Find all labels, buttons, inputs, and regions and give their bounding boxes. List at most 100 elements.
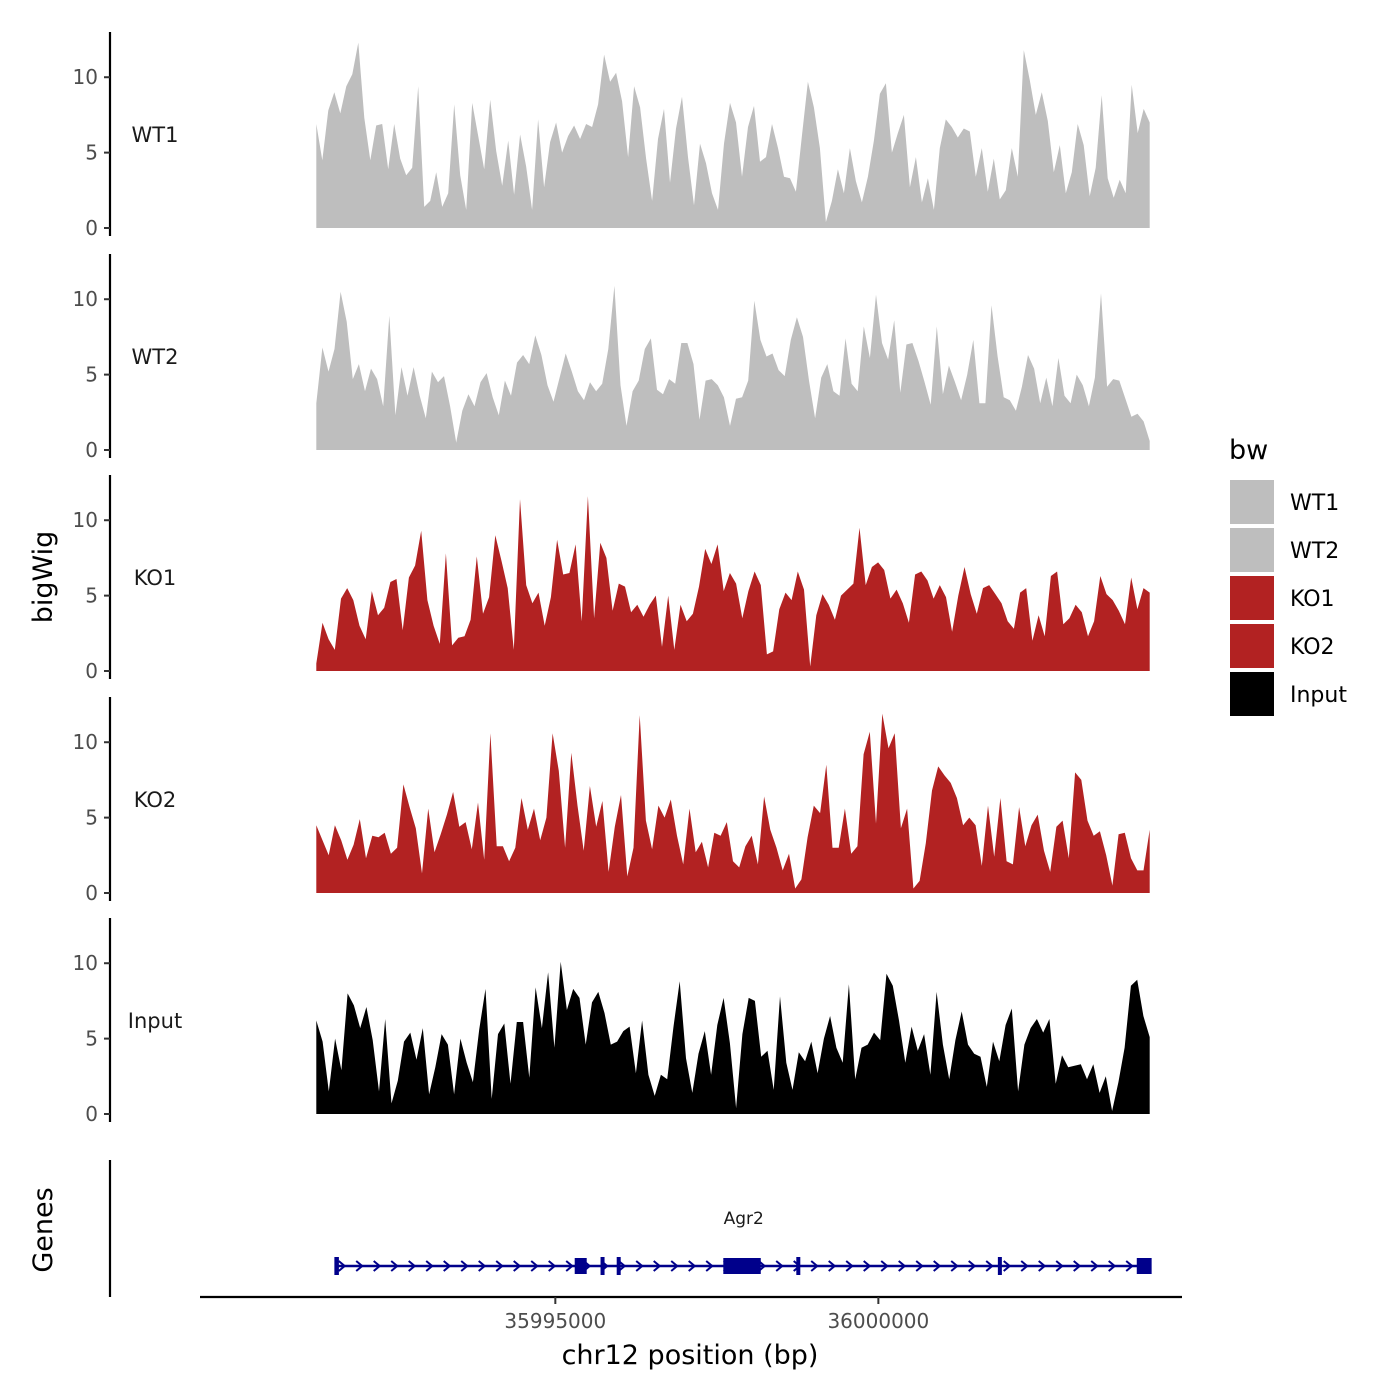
- strand-arrow: [460, 1260, 469, 1272]
- y-tick-label: 0: [85, 1102, 98, 1126]
- y-tick-label: 10: [73, 508, 98, 532]
- strand-arrow: [513, 1260, 522, 1272]
- strand-arrow: [880, 1260, 889, 1272]
- y-tick-label: 5: [85, 1027, 98, 1051]
- legend-swatch: [1230, 624, 1274, 668]
- y-tick-label: 0: [85, 659, 98, 683]
- strand-arrow: [390, 1260, 399, 1272]
- legend-entry-wt1: WT1: [1230, 480, 1339, 524]
- strand-arrow: [355, 1260, 364, 1272]
- track-label-ko1: KO1: [134, 566, 177, 590]
- area-wt2: [316, 285, 1150, 450]
- legend-label: KO2: [1290, 635, 1335, 660]
- strand-arrow: [635, 1260, 644, 1272]
- track-wt1: 0 5 10 WT1: [73, 32, 1150, 240]
- strand-arrow: [565, 1260, 574, 1272]
- strand-arrow: [1003, 1260, 1012, 1272]
- strand-arrow: [478, 1260, 487, 1272]
- exon: [1136, 1258, 1152, 1274]
- strand-arrow: [775, 1260, 784, 1272]
- strand-arrow: [1038, 1260, 1047, 1272]
- strand-arrow: [688, 1260, 697, 1272]
- x-axis: 35995000 36000000: [200, 1295, 1182, 1333]
- track-label-ko2: KO2: [134, 788, 177, 812]
- strand-arrow: [985, 1260, 994, 1272]
- strand-arrow: [828, 1260, 837, 1272]
- track-input: 0 5 10 Input: [73, 918, 1150, 1126]
- track-wt2: 0 5 10 WT2: [73, 254, 1150, 462]
- exon: [574, 1258, 587, 1274]
- legend-label: WT1: [1290, 491, 1339, 516]
- area-ko2: [316, 713, 1150, 893]
- track-label-wt1: WT1: [132, 123, 179, 147]
- y-tick-label: 0: [85, 881, 98, 905]
- strand-arrow: [933, 1260, 942, 1272]
- area-input: [316, 961, 1150, 1114]
- strand-arrow: [530, 1260, 539, 1272]
- strand-arrow: [1073, 1260, 1082, 1272]
- strand-arrow: [1125, 1260, 1134, 1272]
- area-ko1: [316, 496, 1150, 671]
- legend-label: KO1: [1290, 587, 1335, 612]
- strand-arrow: [1108, 1260, 1117, 1272]
- strand-arrow: [1055, 1260, 1064, 1272]
- track-label-input: Input: [128, 1009, 182, 1033]
- exon: [997, 1257, 1002, 1275]
- y-tick-label: 5: [85, 806, 98, 830]
- y-tick-label: 10: [73, 65, 98, 89]
- strand-arrow: [845, 1260, 854, 1272]
- exon: [616, 1257, 621, 1275]
- legend-entry-input: Input: [1230, 672, 1347, 716]
- legend-swatch: [1230, 528, 1274, 572]
- legend-entry-wt2: WT2: [1230, 528, 1339, 572]
- y-tick-label: 0: [85, 438, 98, 462]
- strand-arrow: [1090, 1260, 1099, 1272]
- strand-arrow: [338, 1260, 347, 1272]
- exon: [796, 1257, 801, 1275]
- legend: bw WT1 WT2 KO1 KO2 Input: [1229, 435, 1347, 716]
- legend-title: bw: [1229, 435, 1268, 466]
- strand-arrow: [1020, 1260, 1029, 1272]
- track-ko2: 0 5 10 KO2: [73, 697, 1150, 905]
- strand-arrow: [495, 1260, 504, 1272]
- legend-label: WT2: [1290, 539, 1339, 564]
- area-wt1: [316, 42, 1150, 228]
- track-ko1: 0 5 10 KO1: [73, 475, 1150, 683]
- y-tick-label: 5: [85, 584, 98, 608]
- strand-arrow: [653, 1260, 662, 1272]
- x-tick-label: 35995000: [504, 1309, 606, 1333]
- legend-entry-ko2: KO2: [1230, 624, 1335, 668]
- strand-arrow: [898, 1260, 907, 1272]
- strand-arrow: [670, 1260, 679, 1272]
- x-axis-title: chr12 position (bp): [562, 1340, 819, 1371]
- y-tick-label: 5: [85, 141, 98, 165]
- exon: [334, 1257, 339, 1275]
- y-axis-title-genes: Genes: [28, 1187, 59, 1272]
- strand-arrow: [950, 1260, 959, 1272]
- strand-arrow: [408, 1260, 417, 1272]
- x-tick-label: 36000000: [827, 1309, 929, 1333]
- legend-swatch: [1230, 480, 1274, 524]
- strand-arrow: [968, 1260, 977, 1272]
- gene-label: Agr2: [724, 1209, 764, 1229]
- strand-arrow: [373, 1260, 382, 1272]
- y-tick-label: 0: [85, 216, 98, 240]
- legend-swatch: [1230, 672, 1274, 716]
- track-label-wt2: WT2: [132, 345, 179, 369]
- legend-entry-ko1: KO1: [1230, 576, 1335, 620]
- exon: [600, 1257, 605, 1275]
- strand-arrow: [425, 1260, 434, 1272]
- y-tick-label: 5: [85, 363, 98, 387]
- strand-arrow: [810, 1260, 819, 1272]
- y-tick-label: 10: [73, 951, 98, 975]
- y-tick-label: 10: [73, 730, 98, 754]
- gene-agr2: Agr2: [334, 1209, 1152, 1275]
- gene-track: Agr2: [108, 1160, 1152, 1297]
- legend-label: Input: [1290, 683, 1347, 708]
- bigwig-tracks: 0 5 10 WT1 0 5 10 WT2 0 5 10 KO1 0 5 10 KO2 0 5 10 Input: [73, 32, 1150, 1126]
- strand-arrow: [705, 1260, 714, 1272]
- strand-arrow: [443, 1260, 452, 1272]
- strand-arrow: [863, 1260, 872, 1272]
- strand-arrow: [915, 1260, 924, 1272]
